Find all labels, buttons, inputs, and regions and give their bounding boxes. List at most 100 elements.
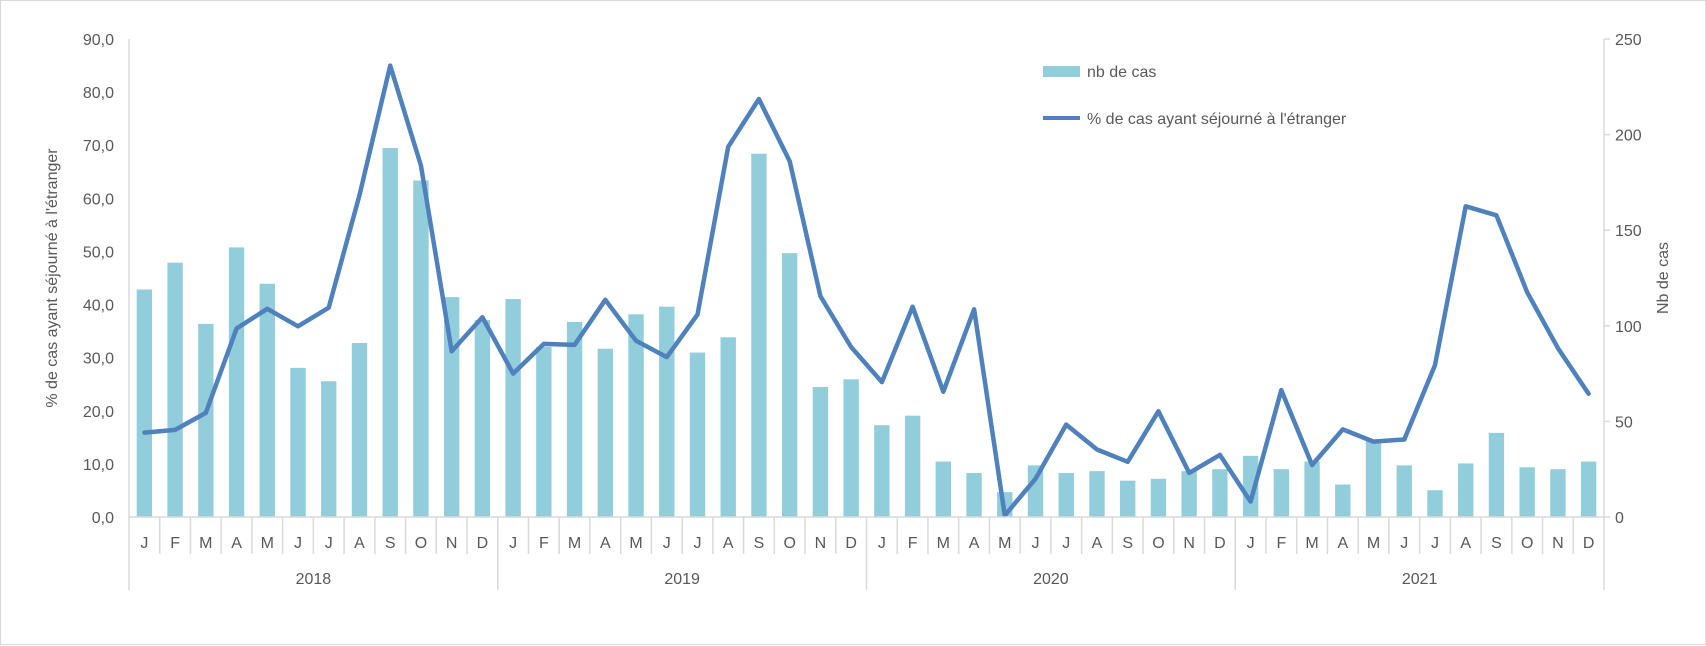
x-tick-label-month: F xyxy=(908,535,918,552)
bar xyxy=(1120,481,1135,517)
bar xyxy=(167,263,182,517)
bar xyxy=(352,343,367,517)
x-tick-label-month: J xyxy=(1431,535,1439,552)
x-tick-label-month: D xyxy=(1583,535,1595,552)
x-tick-label-month: A xyxy=(600,535,611,552)
y-tick-label-right: 250 xyxy=(1615,32,1642,49)
x-tick-label-month: F xyxy=(1276,535,1286,552)
x-tick-label-year: 2019 xyxy=(664,571,700,588)
y-tick-label-right: 50 xyxy=(1615,414,1633,431)
x-tick-label-month: O xyxy=(1152,535,1164,552)
legend-swatch-bars xyxy=(1043,66,1080,77)
y-axis-right-title: Nb de cas xyxy=(1655,242,1672,314)
bar xyxy=(690,353,705,517)
bar xyxy=(1335,484,1350,517)
x-tick-label-month: J xyxy=(325,535,333,552)
bar xyxy=(1212,469,1227,517)
x-tick-label-month: M xyxy=(1305,535,1318,552)
bar xyxy=(1519,467,1534,517)
x-tick-label-year: 2021 xyxy=(1402,571,1438,588)
bar xyxy=(1581,462,1596,517)
y-tick-label-right: 150 xyxy=(1615,223,1642,240)
bar xyxy=(260,284,275,517)
x-tick-label-month: M xyxy=(568,535,581,552)
bar xyxy=(1427,490,1442,517)
y-tick-label-left: 50,0 xyxy=(83,244,114,261)
bar xyxy=(813,387,828,517)
legend-label-line: % de cas ayant séjourné à l'étranger xyxy=(1087,111,1347,128)
x-tick-label-month: D xyxy=(477,535,489,552)
x-tick-label-month: M xyxy=(998,535,1011,552)
bar xyxy=(1089,471,1104,517)
x-tick-label-month: J xyxy=(140,535,148,552)
y-tick-label-left: 40,0 xyxy=(83,298,114,315)
y-tick-label-left: 90,0 xyxy=(83,32,114,49)
bar xyxy=(1181,471,1196,517)
x-tick-label-month: S xyxy=(1122,535,1133,552)
bar xyxy=(1304,462,1319,517)
y-tick-label-left: 60,0 xyxy=(83,191,114,208)
bar xyxy=(383,148,398,517)
x-tick-label-month: A xyxy=(1337,535,1348,552)
bar xyxy=(1489,433,1504,517)
x-tick-label-month: S xyxy=(1491,535,1502,552)
x-tick-label-month: J xyxy=(693,535,701,552)
x-tick-label-month: J xyxy=(1247,535,1255,552)
x-tick-label-month: O xyxy=(415,535,427,552)
x-tick-label-month: D xyxy=(1214,535,1226,552)
x-tick-label-year: 2020 xyxy=(1033,571,1069,588)
bar xyxy=(536,347,551,517)
x-tick-label-month: J xyxy=(509,535,517,552)
x-tick-label-month: M xyxy=(261,535,274,552)
y-axis-left-title: % de cas ayant séjourné à l'étranger xyxy=(44,148,61,408)
bar xyxy=(1151,479,1166,517)
y-tick-label-right: 100 xyxy=(1615,319,1642,336)
legend: nb de cas % de cas ayant séjourné à l'ét… xyxy=(1043,64,1347,128)
x-tick-label-month: F xyxy=(539,535,549,552)
y-tick-label-right: 0 xyxy=(1615,510,1624,527)
x-tick-label-month: A xyxy=(969,535,980,552)
bar xyxy=(782,253,797,517)
x-tick-label-year: 2018 xyxy=(296,571,332,588)
x-tick-label-month: M xyxy=(937,535,950,552)
x-tick-label-month: J xyxy=(878,535,886,552)
bar xyxy=(1397,465,1412,517)
bar xyxy=(137,289,152,517)
x-tick-label-month: J xyxy=(1400,535,1408,552)
bar xyxy=(475,320,490,517)
bar xyxy=(413,180,428,517)
bar xyxy=(751,154,766,517)
y-tick-label-left: 30,0 xyxy=(83,351,114,368)
x-tick-label-month: J xyxy=(1032,535,1040,552)
x-tick-label-month: M xyxy=(1367,535,1380,552)
bar xyxy=(321,381,336,517)
bar xyxy=(721,337,736,517)
bar xyxy=(1458,463,1473,517)
x-tick-label-month: D xyxy=(845,535,857,552)
bar xyxy=(229,247,244,517)
x-tick-label-month: M xyxy=(199,535,212,552)
x-tick-label-month: A xyxy=(354,535,365,552)
x-tick-label-month: A xyxy=(231,535,242,552)
x-tick-label-month: O xyxy=(1521,535,1533,552)
x-tick-label-month: S xyxy=(754,535,765,552)
x-tick-label-month: S xyxy=(385,535,396,552)
bar xyxy=(966,473,981,517)
y-tick-label-left: 0,0 xyxy=(92,510,114,527)
y-tick-label-left: 80,0 xyxy=(83,85,114,102)
y-tick-label-left: 70,0 xyxy=(83,138,114,155)
bar xyxy=(198,324,213,517)
y-tick-label-left: 10,0 xyxy=(83,457,114,474)
bar xyxy=(1550,469,1565,517)
bar xyxy=(874,425,889,517)
bar xyxy=(1274,469,1289,517)
bar xyxy=(843,379,858,517)
x-tick-label-month: A xyxy=(1092,535,1103,552)
x-tick-label-month: N xyxy=(1183,535,1195,552)
bar xyxy=(659,307,674,517)
y-tick-label-right: 200 xyxy=(1615,128,1642,145)
x-tick-label-month: N xyxy=(1552,535,1564,552)
bar xyxy=(936,462,951,517)
legend-label-bars: nb de cas xyxy=(1087,64,1156,81)
